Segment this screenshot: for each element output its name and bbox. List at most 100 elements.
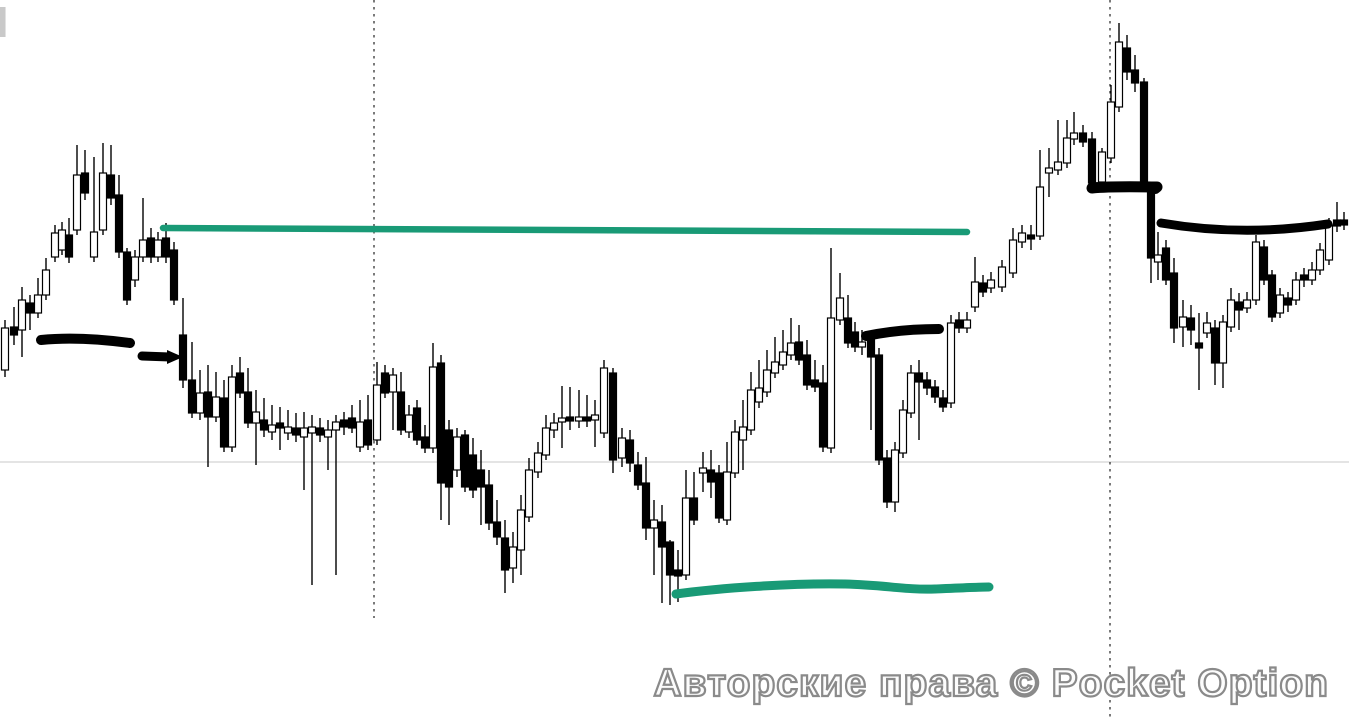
bearish-candle-body <box>1194 342 1204 349</box>
candle <box>954 312 964 333</box>
candle <box>452 428 462 477</box>
bearish-candle-body <box>1139 81 1149 188</box>
bullish-candle-body <box>1226 299 1236 328</box>
bearish-candle-body <box>641 482 651 529</box>
candle <box>1017 225 1027 248</box>
candle <box>533 442 543 478</box>
candle <box>130 250 140 287</box>
candle <box>850 322 860 352</box>
bearish-candle-body <box>1146 189 1156 259</box>
bullish-candle-body <box>17 299 27 331</box>
bearish-candle-body <box>420 436 430 449</box>
bearish-candle-body <box>978 282 988 293</box>
bearish-candle-body <box>412 407 422 441</box>
bullish-candle-body <box>1251 241 1261 301</box>
candle <box>195 370 205 420</box>
candle <box>574 390 584 428</box>
candle <box>347 405 357 433</box>
candle <box>524 458 534 522</box>
candle <box>114 175 124 258</box>
level-mark-left-2[interactable] <box>137 351 175 362</box>
bullish-candle-body <box>516 509 526 551</box>
candle <box>866 332 876 430</box>
candle <box>1339 212 1349 230</box>
bullish-candle-body <box>1275 294 1285 314</box>
bullish-candle-body <box>541 427 551 456</box>
candle <box>938 390 948 412</box>
bearish-candle-body <box>582 416 592 422</box>
bearish-candle-body <box>460 434 470 488</box>
candle <box>460 430 470 492</box>
bullish-candle-body <box>590 414 600 421</box>
bullish-candle-body <box>307 426 317 434</box>
bullish-candle-body <box>722 471 732 521</box>
candle <box>1053 120 1063 175</box>
support-level-squiggle[interactable] <box>671 579 994 599</box>
candle <box>436 355 446 520</box>
bullish-candle-body <box>33 294 43 314</box>
bullish-candle-body <box>251 411 261 424</box>
candle <box>89 157 99 262</box>
bullish-candle-body <box>698 467 708 474</box>
level-mark-left-2-tip[interactable] <box>167 350 183 364</box>
bullish-candle-body <box>1178 316 1188 328</box>
candle <box>1062 120 1072 168</box>
level-mark-middle[interactable] <box>861 324 944 341</box>
resistance-level-line[interactable] <box>159 224 971 236</box>
candle <box>484 470 494 530</box>
bullish-candle-body <box>428 366 438 449</box>
bearish-candle-body <box>1339 219 1349 226</box>
candle <box>1035 150 1045 240</box>
candle <box>1234 293 1244 330</box>
candle <box>243 368 253 428</box>
level-mark-left-1[interactable] <box>36 333 135 348</box>
bullish-candle-body <box>898 409 908 454</box>
candle <box>363 395 373 450</box>
bearish-candle-body <box>476 469 486 488</box>
candle <box>380 365 390 398</box>
candle <box>1122 35 1132 80</box>
bearish-candle-body <box>146 237 156 258</box>
candle <box>476 450 486 525</box>
bearish-candle-body <box>625 439 635 464</box>
bearish-candle-body <box>444 429 454 488</box>
candle <box>178 298 188 388</box>
level-mark-right-squiggle[interactable] <box>1156 218 1333 235</box>
bullish-candle-body <box>331 421 341 431</box>
bullish-candle-body <box>1242 299 1252 309</box>
bearish-candle-body <box>1130 69 1140 84</box>
level-mark-top-right[interactable] <box>1086 181 1163 194</box>
candle <box>649 500 659 575</box>
bearish-candle-body <box>363 419 373 446</box>
candle <box>41 258 51 300</box>
level-mark-top-right-knob[interactable] <box>1149 182 1161 194</box>
candle <box>80 150 90 200</box>
bullish-candle-body <box>89 231 99 258</box>
bearish-candle-body <box>565 416 575 422</box>
candle <box>1186 305 1196 345</box>
bullish-candle-body <box>153 239 163 258</box>
candle <box>227 365 237 452</box>
candle <box>307 415 317 585</box>
bearish-candle-body <box>1186 317 1196 331</box>
bullish-candle-body <box>906 372 916 414</box>
candle <box>169 242 179 305</box>
bullish-candle-body <box>1069 132 1079 140</box>
bullish-candle-body <box>41 269 51 296</box>
bullish-candle-body <box>130 256 140 281</box>
candle <box>412 400 422 445</box>
bearish-candle-body <box>106 174 116 199</box>
candle <box>1218 315 1228 388</box>
bearish-candle-body <box>810 379 820 388</box>
bearish-candle-body <box>187 379 197 414</box>
candle <box>468 438 478 498</box>
bearish-candle-body <box>874 354 884 461</box>
candle <box>874 348 884 465</box>
bullish-candle-body <box>1307 269 1317 281</box>
bullish-candle-body <box>524 469 534 518</box>
bearish-candle-body <box>850 331 860 348</box>
candle <box>698 452 708 492</box>
candle <box>665 540 675 605</box>
